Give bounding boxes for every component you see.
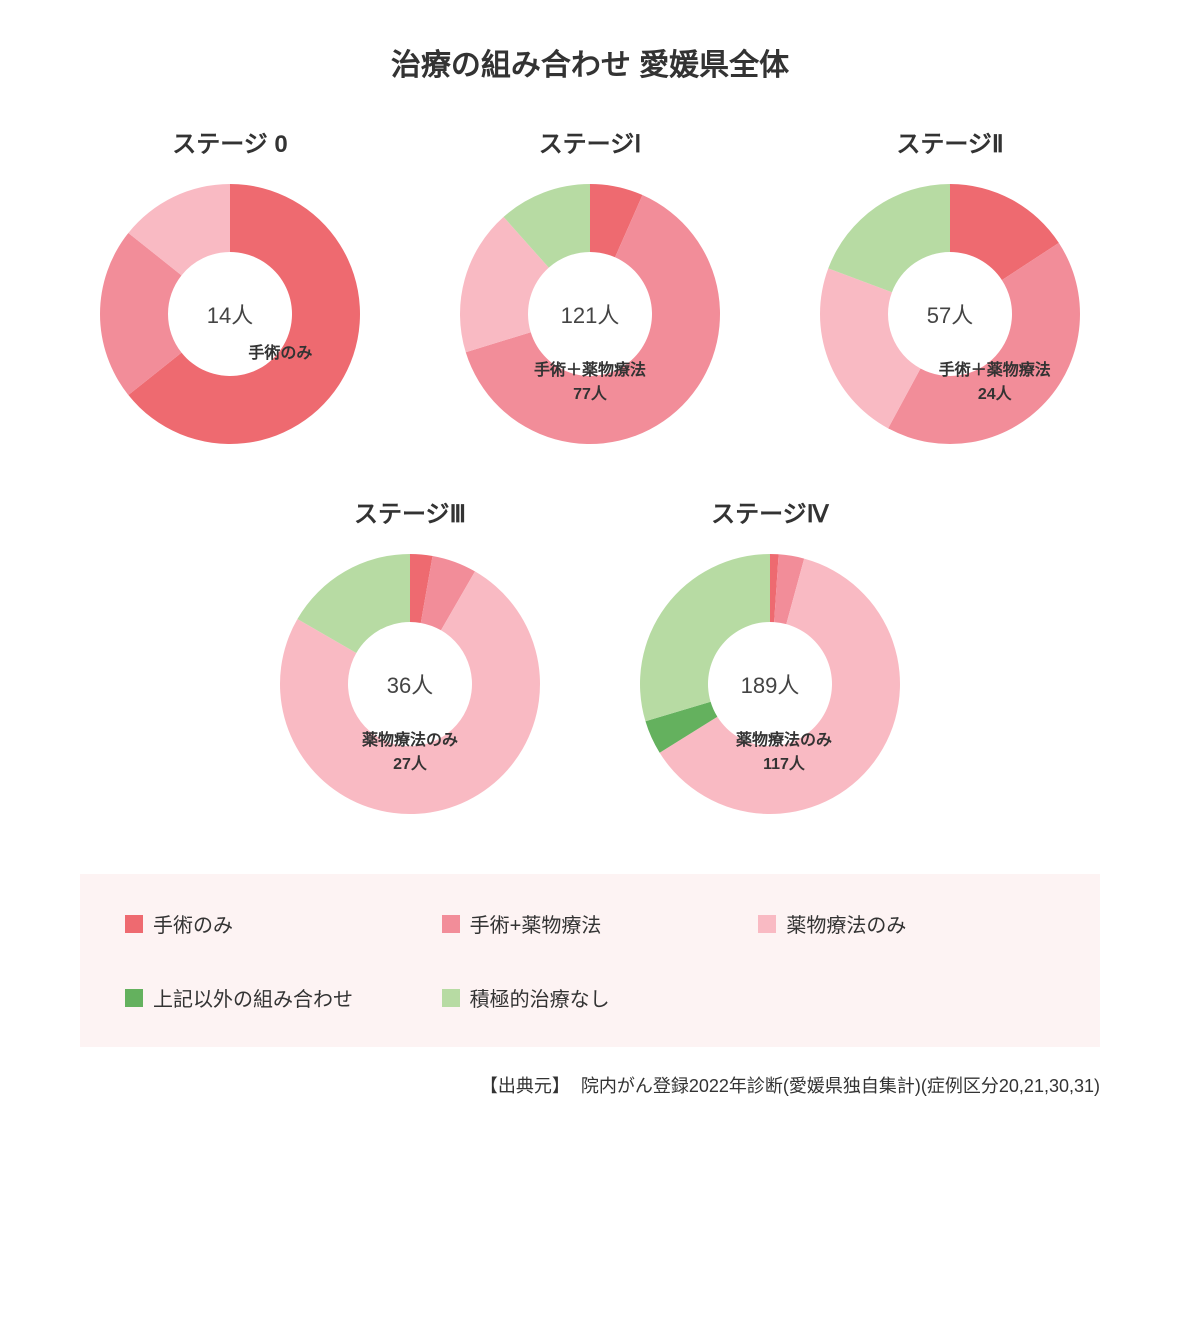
chart-cell: ステージⅡ 57人手術＋薬物療法24人 [800, 124, 1100, 454]
chart-cell: ステージ 0 14人手術のみ [80, 124, 380, 454]
donut-center-label: 14人 [207, 298, 253, 330]
slice-label-line2: 77人 [534, 383, 646, 407]
legend-swatch [125, 989, 143, 1007]
donut-chart: 121人手術＋薬物療法77人 [450, 174, 730, 454]
slice-label-line2: 27人 [362, 753, 458, 777]
legend-swatch [442, 915, 460, 933]
chart-title: ステージ 0 [172, 124, 288, 159]
legend-label: 上記以外の組み合わせ [153, 983, 353, 1012]
donut-slice-label: 手術＋薬物療法24人 [939, 359, 1051, 407]
legend-box: 手術のみ 手術+薬物療法 薬物療法のみ上記以外の組み合わせ 積極的治療なし [80, 874, 1100, 1047]
legend-grid: 手術のみ 手術+薬物療法 薬物療法のみ上記以外の組み合わせ 積極的治療なし [125, 909, 1055, 1012]
donut-chart: 57人手術＋薬物療法24人 [810, 174, 1090, 454]
chart-title: ステージⅡ [896, 124, 1003, 159]
slice-label-line1: 手術＋薬物療法 [534, 359, 646, 383]
source-text: 院内がん登録2022年診断(愛媛県独自集計)(症例区分20,21,30,31) [581, 1076, 1100, 1096]
legend-item: 薬物療法のみ [758, 909, 1055, 938]
slice-label-line2: 117人 [736, 753, 832, 777]
donut-chart: 189人薬物療法のみ117人 [630, 544, 910, 824]
slice-label-line1: 薬物療法のみ [362, 729, 458, 753]
source-label: 【出典元】 [480, 1076, 570, 1096]
donut-center-label: 189人 [741, 668, 800, 700]
chart-title: ステージⅣ [711, 494, 829, 529]
donut-chart: 36人薬物療法のみ27人 [270, 544, 550, 824]
slice-label-line2: 24人 [939, 383, 1051, 407]
donut-slice-label: 手術のみ [248, 342, 312, 366]
legend-item: 手術+薬物療法 [442, 909, 739, 938]
donut-slice-label: 手術＋薬物療法77人 [534, 359, 646, 407]
slice-label-line1: 手術のみ [248, 342, 312, 366]
legend-swatch [442, 989, 460, 1007]
legend-item: 手術のみ [125, 909, 422, 938]
legend-label: 薬物療法のみ [786, 909, 906, 938]
slice-label-line1: 手術＋薬物療法 [939, 359, 1051, 383]
page-title: 治療の組み合わせ 愛媛県全体 [60, 40, 1120, 84]
legend-item: 上記以外の組み合わせ [125, 983, 422, 1012]
legend-label: 手術+薬物療法 [470, 909, 602, 938]
donut-slice-label: 薬物療法のみ117人 [736, 729, 832, 777]
chart-cell: ステージⅢ 36人薬物療法のみ27人 [260, 494, 560, 824]
donut-center-label: 36人 [387, 668, 433, 700]
chart-title: ステージⅢ [354, 494, 466, 529]
slice-label-line1: 薬物療法のみ [736, 729, 832, 753]
chart-cell: ステージⅣ 189人薬物療法のみ117人 [620, 494, 920, 824]
chart-title: ステージⅠ [539, 124, 642, 159]
charts-grid: ステージ 014人手術のみステージⅠ121人手術＋薬物療法77人ステージⅡ57人… [60, 124, 1120, 824]
donut-chart: 14人手術のみ [90, 174, 370, 454]
legend-swatch [758, 915, 776, 933]
chart-cell: ステージⅠ 121人手術＋薬物療法77人 [440, 124, 740, 454]
page-root: 治療の組み合わせ 愛媛県全体 ステージ 0 14人手術のみ ステージⅠ 121人手術＋… [0, 0, 1180, 1128]
source-line: 【出典元】 院内がん登録2022年診断(愛媛県独自集計)(症例区分20,21,3… [60, 1072, 1120, 1098]
donut-center-label: 57人 [927, 298, 973, 330]
legend-label: 積極的治療なし [470, 983, 610, 1012]
legend-swatch [125, 915, 143, 933]
legend-item: 積極的治療なし [442, 983, 739, 1012]
donut-slice [888, 243, 1080, 444]
legend-label: 手術のみ [153, 909, 233, 938]
donut-center-label: 121人 [561, 298, 620, 330]
donut-slice-label: 薬物療法のみ27人 [362, 729, 458, 777]
